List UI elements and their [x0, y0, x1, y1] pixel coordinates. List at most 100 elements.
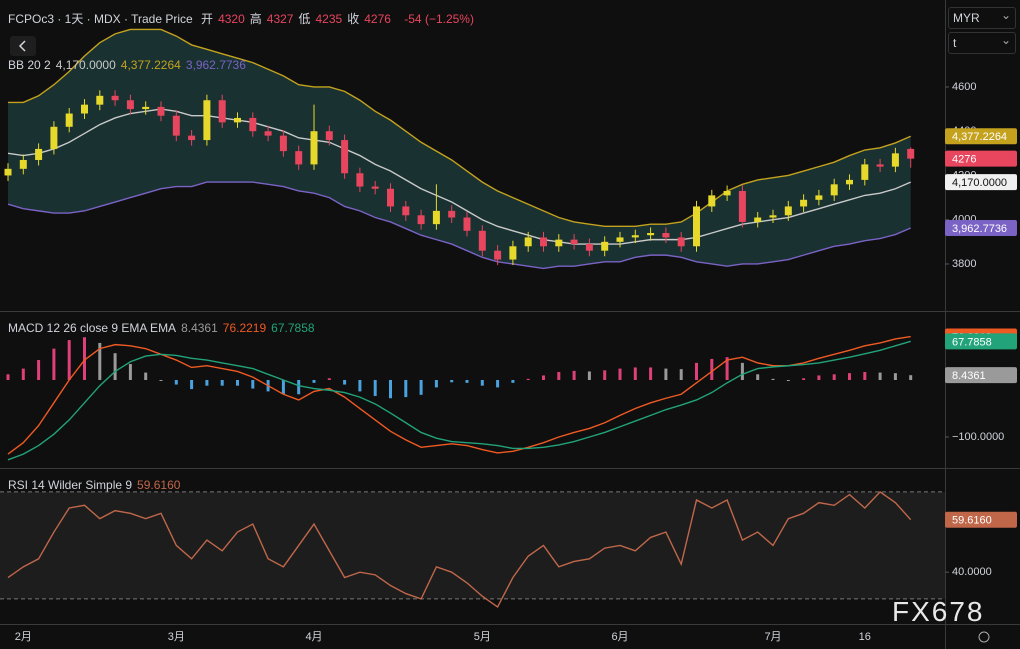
- price-tag: [945, 174, 1017, 191]
- histogram-bar: [220, 379, 224, 386]
- histogram-bar: [542, 375, 545, 380]
- rsi-band: [0, 491, 945, 599]
- candle-body: [800, 199, 808, 207]
- histogram-bar: [419, 379, 423, 395]
- histogram-bar: [144, 372, 148, 380]
- histogram-bar: [343, 379, 347, 385]
- histogram-bar: [802, 378, 806, 380]
- y-tick-label: 4600: [952, 81, 976, 93]
- price-tag-label: 59.6160: [952, 515, 992, 527]
- watermark: FX678: [892, 596, 985, 627]
- candle-body: [891, 153, 899, 167]
- back-button[interactable]: [10, 36, 36, 56]
- histogram-bar: [37, 360, 41, 380]
- candle-body: [861, 164, 869, 180]
- candle-body: [264, 131, 272, 136]
- histogram-bar: [740, 362, 744, 380]
- price-tag-label: 4,377.2264: [952, 131, 1007, 143]
- legend-value: 3,962.7736: [185, 58, 246, 72]
- candle-body: [494, 250, 502, 260]
- histogram-bar: [174, 379, 178, 385]
- x-tick-label: 16: [859, 631, 871, 643]
- histogram-bar: [618, 368, 622, 380]
- candle-body: [830, 184, 838, 196]
- band-area: [8, 29, 911, 269]
- histogram-bar: [6, 374, 10, 380]
- ohlc-label: 开: [201, 12, 214, 26]
- histogram-bar: [98, 342, 102, 380]
- histogram-bar: [159, 379, 163, 381]
- candle-body: [524, 237, 532, 247]
- candle-body: [647, 232, 655, 236]
- candle-body: [341, 140, 349, 174]
- histogram-bar: [786, 379, 790, 381]
- price-tag-label: 8.4361: [952, 370, 986, 382]
- macd-legend: MACD 12 26 close 9 EMA EMA 8.4361 76.2219 6…: [8, 321, 320, 335]
- histogram-bar: [297, 379, 301, 395]
- candle-body: [172, 115, 180, 136]
- histogram-bar: [633, 367, 637, 380]
- histogram-bar: [710, 358, 714, 380]
- band-line: [8, 28, 911, 228]
- histogram-bar: [21, 368, 25, 380]
- candle-body: [815, 195, 823, 200]
- legend-value: 4,377.2264: [120, 58, 181, 72]
- histogram-bar: [817, 375, 821, 380]
- candle-body: [555, 239, 563, 247]
- candle-body: [279, 135, 287, 152]
- candle-body: [218, 100, 226, 123]
- x-tick-label: 3月: [168, 631, 185, 643]
- candle-body: [540, 237, 547, 247]
- candle-body: [249, 117, 257, 132]
- scale-select[interactable]: t: [948, 32, 1016, 54]
- price-tag: [945, 511, 1017, 528]
- price-tag-label: 4,170.0000: [952, 177, 1007, 189]
- histogram-bar: [863, 372, 867, 380]
- candle-body: [616, 237, 624, 242]
- candle-body: [677, 237, 685, 247]
- histogram-bar: [450, 379, 454, 383]
- legend-value: 4,170.0000: [55, 58, 116, 72]
- candle-body: [203, 100, 211, 141]
- legend-value: 67.7858: [271, 321, 315, 335]
- ohlc-value: 4320: [218, 12, 245, 26]
- histogram-bar: [649, 367, 653, 380]
- candle-body: [417, 215, 425, 225]
- candle-body: [463, 217, 471, 231]
- candle-body: [295, 151, 303, 165]
- candle-body: [65, 113, 73, 127]
- candle-body: [402, 206, 410, 216]
- indicator-name: RSI 14 Wilder Simple 9: [8, 478, 133, 492]
- candle-body: [234, 117, 241, 123]
- candle-body: [356, 173, 364, 187]
- header: FCPOc3 · 1天 · MDX · Trade Price 开 4320 高 43…: [8, 10, 479, 27]
- price-tag: [945, 128, 1017, 145]
- candle-body: [448, 210, 456, 218]
- histogram-bar: [205, 379, 209, 386]
- candle-body: [570, 239, 578, 245]
- histogram-bar: [848, 373, 851, 380]
- candle-body: [19, 159, 27, 169]
- currency-select[interactable]: MYR: [948, 7, 1016, 29]
- candle-body: [4, 168, 12, 176]
- x-tick-label: 4月: [305, 631, 322, 643]
- histogram-bar: [511, 379, 515, 383]
- histogram-bar: [251, 379, 255, 389]
- candle-body: [111, 95, 119, 101]
- histogram-bar: [389, 379, 392, 399]
- legend-value: 76.2219: [222, 321, 267, 335]
- histogram-bar: [480, 379, 484, 386]
- ohlc-value: 4327: [266, 12, 294, 26]
- rsi-line: [7, 491, 912, 608]
- histogram-bar: [679, 369, 683, 380]
- histogram-bar: [128, 364, 132, 380]
- y-tick-label: 3800: [952, 258, 976, 270]
- histogram-bar: [832, 374, 836, 380]
- candle-body: [96, 95, 104, 105]
- candle-body: [387, 188, 394, 207]
- settings-icon[interactable]: [978, 631, 990, 643]
- candle-body: [708, 195, 716, 207]
- candle-body: [784, 206, 792, 216]
